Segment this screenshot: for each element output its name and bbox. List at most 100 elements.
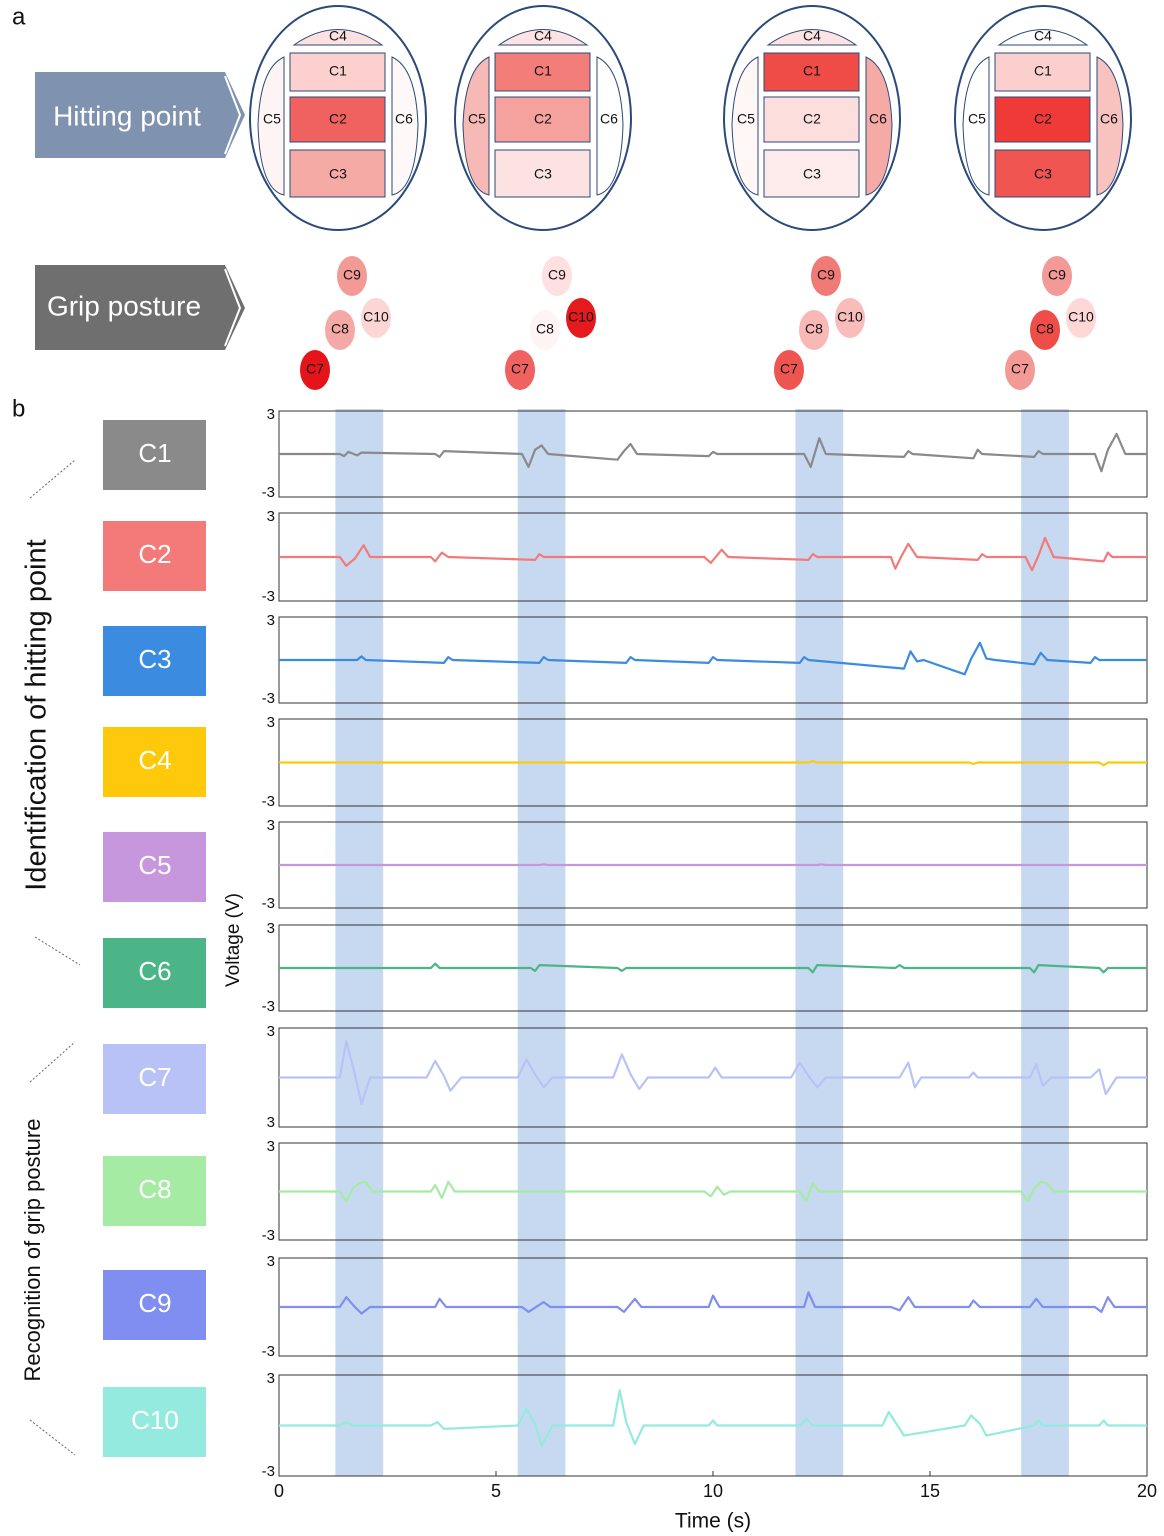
x-axis-label: Time (s): [675, 1510, 751, 1533]
y-tick-label: 3: [267, 920, 275, 937]
sensor-label: C2: [534, 111, 552, 127]
grip-label: C7: [511, 361, 529, 377]
signal-line: [279, 964, 1147, 973]
grip-label: C10: [568, 309, 594, 325]
y-tick-label: 3: [267, 1370, 275, 1387]
sensor-label: C2: [329, 111, 347, 127]
grip-label: C8: [1036, 321, 1054, 337]
sensor-label: C6: [1100, 111, 1118, 127]
legend-label: C1: [138, 438, 171, 468]
y-tick-label: 3: [267, 406, 275, 423]
sensor-label: C4: [329, 28, 347, 44]
grip-label: C7: [1011, 361, 1029, 377]
grip-label: C9: [548, 267, 566, 283]
sensor-label: C4: [803, 28, 821, 44]
highlight-span: [795, 409, 843, 1476]
y-tick-label: -3: [262, 588, 275, 605]
grip-label: C8: [331, 321, 349, 337]
x-tick-label: 15: [920, 1481, 940, 1501]
sensor-label: C5: [468, 111, 486, 127]
legend-label: C9: [138, 1288, 171, 1318]
y-tick-label: 3: [267, 612, 275, 629]
y-tick-label: 3: [267, 714, 275, 731]
sensor-label: C6: [869, 111, 887, 127]
y-tick-label: -3: [262, 690, 275, 707]
grip-label: Grip posture: [47, 290, 201, 321]
legend-label: C10: [131, 1405, 179, 1435]
signal-line: [279, 1182, 1147, 1201]
sensor-label: C5: [968, 111, 986, 127]
grip-label: C10: [837, 309, 863, 325]
group-label: Identification of hitting point: [21, 539, 53, 890]
sensor-label: C2: [1034, 111, 1052, 127]
signal-line: [279, 434, 1147, 471]
legend-label: C4: [138, 745, 171, 775]
y-tick-label: 3: [267, 1253, 275, 1270]
x-tick-label: 5: [491, 1481, 501, 1501]
connector: [30, 1420, 75, 1455]
sensor-label: C1: [329, 63, 347, 79]
x-tick-label: 0: [274, 1481, 284, 1501]
figure: a b Hitting point Grip posture Identific…: [0, 0, 1164, 1536]
sensor-label: C1: [1034, 63, 1052, 79]
sensor-label: C2: [803, 111, 821, 127]
plot-frame: [279, 617, 1147, 703]
grip-label: C9: [817, 267, 835, 283]
highlight-span: [335, 409, 383, 1476]
sensor-label: C3: [534, 166, 552, 182]
y-tick-label: 3: [267, 508, 275, 525]
sensor-label: C3: [1034, 166, 1052, 182]
signal-line: [279, 1041, 1147, 1104]
y-tick-label: 3: [267, 1114, 275, 1131]
panel-label: a: [12, 3, 26, 30]
hitting-label: Hitting point: [53, 100, 201, 131]
signal-line: [279, 1390, 1147, 1446]
y-tick-label: -3: [262, 484, 275, 501]
panel-label: b: [12, 395, 25, 422]
sensor-label: C3: [803, 166, 821, 182]
grip-label: C10: [363, 309, 389, 325]
connector: [35, 937, 80, 965]
y-tick-label: -3: [262, 1227, 275, 1244]
highlight-span: [1021, 409, 1069, 1476]
y-tick-label: 3: [267, 1023, 275, 1040]
legend-label: C2: [138, 539, 171, 569]
y-tick-label: -3: [262, 998, 275, 1015]
legend-label: C7: [138, 1062, 171, 1092]
legend-label: C5: [138, 850, 171, 880]
signal-line: [279, 864, 1147, 865]
grip-label: C8: [536, 321, 554, 337]
grip-label: C7: [780, 361, 798, 377]
sensor-label: C5: [263, 111, 281, 127]
legend-label: C8: [138, 1174, 171, 1204]
grip-label: C10: [1068, 309, 1094, 325]
grip-label: C7: [306, 361, 324, 377]
sensor-label: C6: [600, 111, 618, 127]
y-axis-label: Voltage (V): [223, 893, 244, 987]
connector: [30, 460, 75, 498]
signal-line: [279, 1292, 1147, 1313]
sensor-label: C1: [803, 63, 821, 79]
sensor-label: C5: [737, 111, 755, 127]
sensor-label: C3: [329, 166, 347, 182]
legend-label: C6: [138, 956, 171, 986]
grip-label: C9: [1048, 267, 1066, 283]
x-tick-label: 10: [703, 1481, 723, 1501]
sensor-label: C6: [395, 111, 413, 127]
legend-label: C3: [138, 644, 171, 674]
y-tick-label: -3: [262, 793, 275, 810]
y-tick-label: -3: [262, 1463, 275, 1480]
grip-label: C8: [805, 321, 823, 337]
y-tick-label: 3: [267, 1138, 275, 1155]
highlight-span: [518, 409, 566, 1476]
sensor-label: C4: [534, 28, 552, 44]
group-label: Recognition of grip posture: [20, 1119, 45, 1382]
connector: [30, 1042, 75, 1082]
grip-label: C9: [343, 267, 361, 283]
y-tick-label: -3: [262, 1343, 275, 1360]
sensor-label: C4: [1034, 28, 1052, 44]
x-tick-label: 20: [1137, 1481, 1157, 1501]
signal-line: [279, 761, 1147, 765]
y-tick-label: 3: [267, 817, 275, 834]
sensor-label: C1: [534, 63, 552, 79]
